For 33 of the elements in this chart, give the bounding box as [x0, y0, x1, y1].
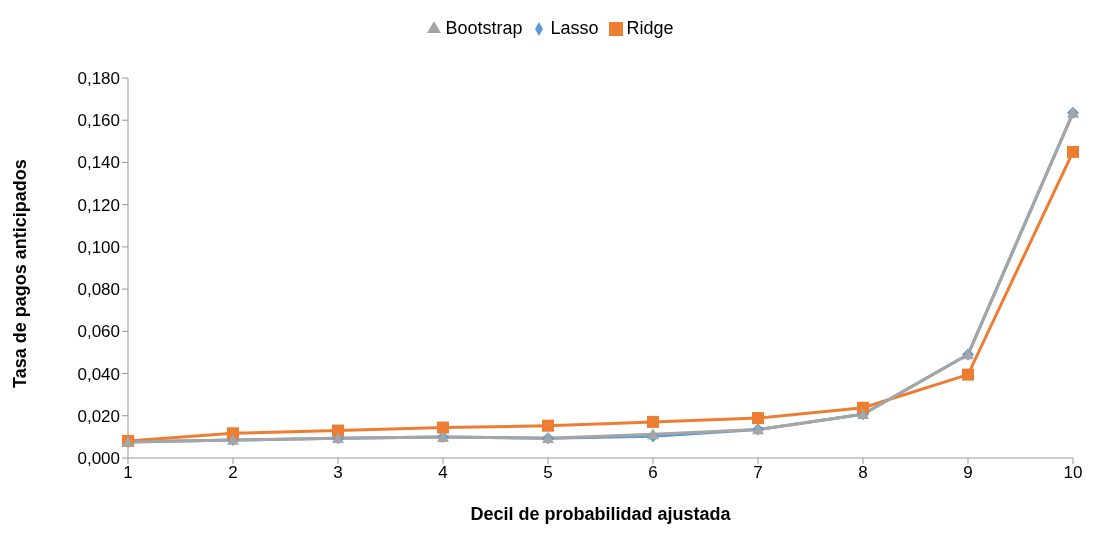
- x-tick-label: 6: [648, 463, 658, 483]
- x-axis-title: Decil de probabilidad ajustada: [470, 504, 732, 524]
- y-tick-label: 0,040: [77, 364, 120, 384]
- point: [1067, 145, 1079, 158]
- x-tick-label: 8: [858, 463, 868, 483]
- x-tick-label: 3: [333, 463, 343, 483]
- x-tick-label: 10: [1063, 463, 1083, 483]
- y-tick-label: 0,160: [77, 111, 120, 131]
- point: [227, 427, 239, 440]
- y-tick-label: 0,060: [77, 322, 120, 342]
- point: [437, 421, 449, 434]
- y-axis-title: Tasa de pagos anticipados: [10, 159, 31, 388]
- y-tick-label: 0,180: [77, 69, 120, 89]
- legend-label: Ridge: [626, 18, 674, 38]
- x-tick-label: 4: [438, 463, 448, 483]
- point: [542, 419, 554, 432]
- x-tick-label: 7: [753, 463, 763, 483]
- y-tick-label: 0,000: [77, 449, 120, 469]
- y-tick-label: 0,120: [77, 195, 120, 215]
- y-tick-label: 0,100: [77, 237, 120, 257]
- y-tick-label: 0,020: [77, 406, 120, 426]
- y-tick-label: 0,140: [77, 153, 120, 173]
- x-tick-label: 5: [543, 463, 553, 483]
- x-tick-label: 1: [123, 463, 133, 483]
- legend-label: Lasso: [550, 18, 599, 38]
- legend-label: Bootstrap: [445, 18, 523, 38]
- point: [647, 415, 659, 428]
- point: [332, 424, 344, 437]
- point: [752, 412, 764, 425]
- x-tick-label: 9: [963, 463, 973, 483]
- x-tick-label: 2: [228, 463, 238, 483]
- y-tick-label: 0,080: [77, 280, 120, 300]
- point: [962, 368, 974, 381]
